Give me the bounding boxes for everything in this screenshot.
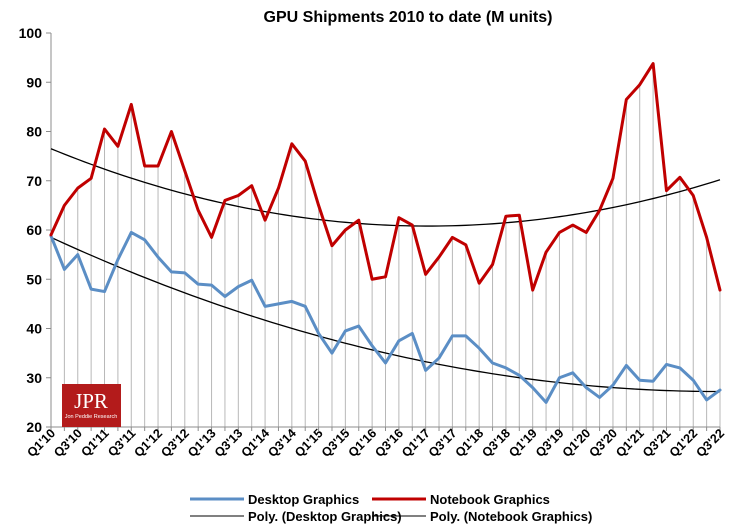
x-tick-label: Q3'20 xyxy=(586,426,620,460)
x-tick-label: Q1'15 xyxy=(292,426,326,460)
x-tick-label: Q3'11 xyxy=(105,426,138,459)
logo-sub-text: Jon Peddie Research xyxy=(65,414,118,420)
y-tick-label: 60 xyxy=(26,222,42,238)
legend-label-poly-desktop: Poly. (Desktop Graphics) xyxy=(248,509,402,524)
series-line-notebook xyxy=(49,62,722,292)
y-tick-label: 80 xyxy=(26,124,42,140)
legend: Desktop Graphics Notebook Graphics Poly.… xyxy=(190,492,592,524)
x-tick-label: Q1'18 xyxy=(453,426,487,460)
x-tick-label: Q1'22 xyxy=(667,426,701,460)
x-tick-label: Q1'14 xyxy=(239,426,273,460)
x-tick-label: Q3'18 xyxy=(479,426,513,460)
y-tick-label: 90 xyxy=(26,74,42,90)
legend-label-poly-notebook: Poly. (Notebook Graphics) xyxy=(430,509,592,524)
x-tick-label: Q3'13 xyxy=(212,426,246,460)
x-tick-label: Q1'17 xyxy=(399,426,433,460)
y-tick-label: 50 xyxy=(26,271,42,287)
x-tick-label: Q3'10 xyxy=(51,426,85,460)
y-tick-label: 30 xyxy=(26,370,42,386)
x-tick-label: Q3'21 xyxy=(640,426,674,460)
x-tick-label: Q1'21 xyxy=(613,426,647,460)
legend-item-notebook: Notebook Graphics xyxy=(372,492,550,507)
data-series xyxy=(49,62,722,404)
y-tick-label: 40 xyxy=(26,321,42,337)
x-tick-label: Q1'12 xyxy=(132,426,166,460)
x-tick-label: Q1'16 xyxy=(346,426,380,460)
legend-item-poly-notebook: Poly. (Notebook Graphics) xyxy=(372,509,592,524)
x-axis: Q1'10Q3'10Q1'11Q3'11Q1'12Q3'12Q1'13Q3'13… xyxy=(24,426,727,460)
x-tick-label: Q3'19 xyxy=(533,426,567,460)
x-tick-label: Q3'15 xyxy=(319,426,353,460)
x-tick-label: Q1'20 xyxy=(560,426,594,460)
y-tick-label: 20 xyxy=(26,419,42,435)
x-tick-label: Q3'16 xyxy=(372,426,406,460)
x-tick-label: Q1'13 xyxy=(185,426,219,460)
x-tick-label: Q3'12 xyxy=(158,426,192,460)
y-tick-label: 70 xyxy=(26,173,42,189)
x-tick-label: Q3'14 xyxy=(265,426,299,460)
logo-main-text: JPR xyxy=(74,389,108,413)
x-tick-label: Q1'19 xyxy=(506,426,540,460)
legend-label-notebook: Notebook Graphics xyxy=(430,492,550,507)
y-tick-label: 100 xyxy=(19,25,43,41)
x-tick-label: Q3'22 xyxy=(693,426,727,460)
x-tick-label: Q3'17 xyxy=(426,426,460,460)
logo-background xyxy=(62,384,121,427)
legend-item-poly-desktop: Poly. (Desktop Graphics) xyxy=(190,509,402,524)
jpr-logo: JPR Jon Peddie Research xyxy=(62,384,121,427)
legend-item-desktop: Desktop Graphics xyxy=(190,492,359,507)
y-axis: 20 30 40 50 60 70 80 90 100 xyxy=(19,25,52,435)
legend-label-desktop: Desktop Graphics xyxy=(248,492,359,507)
drop-lines xyxy=(50,63,721,427)
chart-title: GPU Shipments 2010 to date (M units) xyxy=(264,9,553,26)
trendline-notebook xyxy=(50,148,721,227)
x-tick-label: Q1'11 xyxy=(78,426,111,459)
